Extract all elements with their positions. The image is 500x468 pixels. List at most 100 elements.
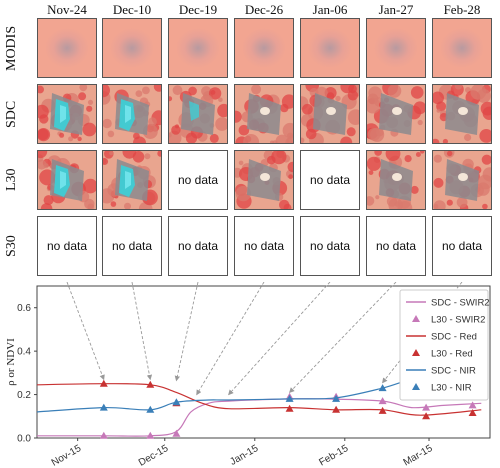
date-label: Nov-24 [47, 2, 87, 17]
no-data-label: no data [46, 239, 88, 253]
y-tick-label: 0.2 [17, 390, 31, 401]
date-label: Feb-28 [443, 2, 481, 17]
image-tile [366, 84, 426, 144]
image-tile [102, 18, 162, 78]
data-point-l30-swir2 [422, 403, 431, 411]
satellite-thumbnail [367, 151, 425, 209]
satellite-thumbnail [433, 19, 491, 77]
no-data-tile: no data [168, 216, 228, 276]
satellite-thumbnail [235, 85, 293, 143]
row-label: L30 [4, 168, 19, 192]
satellite-thumbnail [103, 85, 161, 143]
satellite-thumbnail [301, 19, 359, 77]
satellite-thumbnail [103, 19, 161, 77]
series-line-sdc-red [36, 383, 482, 416]
satellite-thumbnail [367, 19, 425, 77]
x-tick-label: Dec-15 [137, 443, 171, 468]
data-point-l30-red [332, 405, 341, 413]
date-label: Dec-26 [244, 2, 284, 17]
satellite-thumbnail [235, 151, 293, 209]
image-tile [234, 150, 294, 210]
image-tile [300, 18, 360, 78]
legend-marker-swatch [412, 349, 420, 356]
series-line-sdc-nir [36, 374, 482, 413]
image-tile [37, 150, 97, 210]
no-data-tile: no data [432, 216, 492, 276]
no-data-tile: no data [102, 216, 162, 276]
dashed-arrow [174, 282, 199, 382]
no-data-label: no data [309, 239, 351, 253]
data-point-l30-nir [378, 384, 387, 392]
no-data-tile: no data [300, 216, 360, 276]
image-tile [366, 150, 426, 210]
legend-marker-swatch [412, 315, 420, 322]
legend-box [399, 289, 489, 401]
data-point-l30-swir2 [99, 431, 108, 439]
satellite-thumbnail [103, 151, 161, 209]
dashed-arrow [289, 282, 397, 394]
data-point-l30-nir [172, 398, 181, 406]
row-label: S30 [4, 235, 19, 257]
satellite-thumbnail [301, 85, 359, 143]
no-data-tile: no data [300, 150, 360, 210]
date-label: Jan-06 [312, 2, 348, 17]
date-label: Dec-10 [112, 2, 152, 17]
data-point-l30-swir2 [468, 401, 477, 409]
image-tile [234, 84, 294, 144]
image-tile [432, 84, 492, 144]
no-data-label: no data [111, 239, 153, 253]
data-point-l30-nir [332, 394, 341, 402]
date-label: Dec-19 [178, 2, 218, 17]
no-data-tile: no data [366, 216, 426, 276]
data-point-l30-red [468, 409, 477, 416]
no-data-tile: no data [37, 216, 97, 276]
x-tick-label: Nov-15 [50, 443, 84, 468]
satellite-thumbnail [169, 19, 227, 77]
dashed-arrow [228, 282, 331, 396]
satellite-thumbnail [38, 19, 96, 77]
time-series-chart: 0.0 0.2 0.4 0.6 ρ or NDVI Nov-15 Dec-15 Jan-15 F… [0, 282, 500, 468]
image-tile [168, 84, 228, 144]
legend-entry: SDC - NIR [431, 366, 476, 377]
y-tick-label: 0.4 [17, 347, 31, 358]
satellite-thumbnail [38, 151, 96, 209]
image-tile [102, 150, 162, 210]
no-data-label: no data [309, 173, 351, 187]
row-label: MODIS [4, 25, 19, 71]
dashed-arrow [131, 282, 153, 381]
no-data-label: no data [441, 239, 483, 253]
legend-entry: L30 - SWIR2 [431, 315, 485, 326]
image-tile [432, 150, 492, 210]
no-data-label: no data [177, 173, 219, 187]
data-point-l30-red [99, 379, 108, 387]
x-tick-label: Jan-15 [228, 443, 260, 468]
image-tile [234, 18, 294, 78]
no-data-label: no data [375, 239, 417, 253]
y-tick-label: 0.0 [17, 434, 31, 445]
y-axis-label: ρ or NDVI [5, 338, 17, 386]
row-label: SDC [4, 100, 19, 128]
legend-entry: L30 - Red [431, 349, 473, 360]
satellite-thumbnail [367, 85, 425, 143]
dashed-arrow [196, 282, 265, 396]
data-point-l30-red [422, 412, 431, 420]
legend-entry: SDC - SWIR2 [431, 298, 490, 309]
satellite-thumbnail [433, 85, 491, 143]
data-point-l30-red [378, 406, 387, 414]
image-tile [168, 18, 228, 78]
data-point-l30-swir2 [378, 397, 387, 405]
x-tick-label: Feb-15 [317, 443, 350, 468]
image-tile [432, 18, 492, 78]
no-data-tile: no data [168, 150, 228, 210]
date-label: Jan-27 [378, 2, 414, 17]
image-tile [300, 84, 360, 144]
data-point-l30-nir [99, 403, 108, 411]
y-tick-label: 0.6 [17, 303, 31, 314]
legend-marker-swatch [412, 383, 420, 390]
dashed-arrow [66, 282, 105, 381]
image-tile [366, 18, 426, 78]
no-data-label: no data [177, 239, 219, 253]
x-tick-label: Mar-15 [402, 443, 435, 468]
legend-entry: SDC - Red [431, 332, 477, 343]
satellite-thumbnail [235, 19, 293, 77]
